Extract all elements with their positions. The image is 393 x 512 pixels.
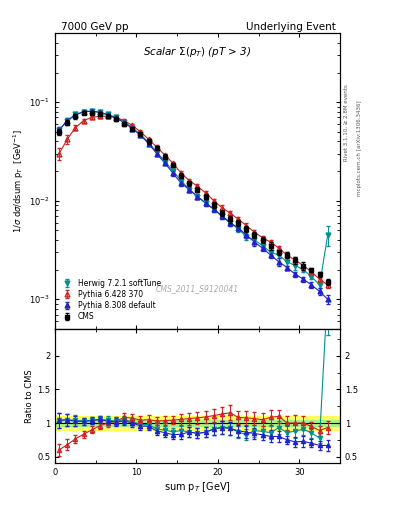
X-axis label: sum p$_T$ [GeV]: sum p$_T$ [GeV] [164, 480, 231, 494]
Text: Scalar $\Sigma(p_T)$ (pT > 3): Scalar $\Sigma(p_T)$ (pT > 3) [143, 45, 252, 59]
Text: 7000 GeV pp: 7000 GeV pp [61, 22, 129, 32]
Text: Rivet 3.1.10, ≥ 2.8M events: Rivet 3.1.10, ≥ 2.8M events [344, 84, 349, 161]
Y-axis label: 1/$\sigma$ d$\sigma$/dsum p$_T$  [GeV$^{-1}$]: 1/$\sigma$ d$\sigma$/dsum p$_T$ [GeV$^{-… [12, 129, 26, 233]
Text: CMS_2011_S9120041: CMS_2011_S9120041 [156, 285, 239, 293]
Y-axis label: Ratio to CMS: Ratio to CMS [25, 369, 34, 423]
Legend: Herwig 7.2.1 softTune, Pythia 6.428 370, Pythia 8.308 default, CMS: Herwig 7.2.1 softTune, Pythia 6.428 370,… [59, 275, 164, 325]
Bar [55, 416, 340, 430]
Text: mcplots.cern.ch [arXiv:1306.3436]: mcplots.cern.ch [arXiv:1306.3436] [357, 101, 362, 196]
Bar [55, 420, 340, 426]
Text: Underlying Event: Underlying Event [246, 22, 336, 32]
